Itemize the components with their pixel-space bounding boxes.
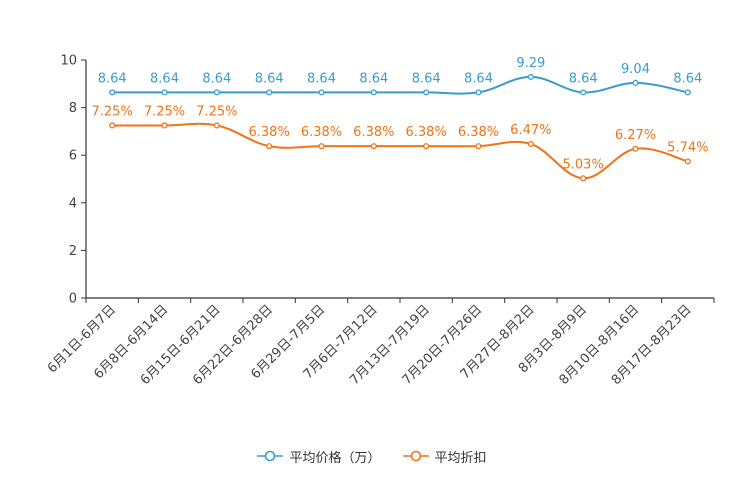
data-point	[266, 89, 273, 96]
data-label: 9.04	[621, 62, 650, 77]
data-label: 8.64	[98, 71, 127, 86]
y-tick-label: 0	[69, 292, 77, 307]
y-tick-label: 2	[69, 244, 77, 259]
data-label: 9.29	[516, 56, 545, 71]
data-point	[475, 143, 482, 150]
data-point	[580, 89, 587, 96]
data-label: 6.38%	[406, 125, 447, 140]
legend-line-circle-icon	[402, 450, 429, 462]
data-point	[161, 122, 168, 129]
data-label: 8.64	[359, 71, 388, 86]
data-label: 6.38%	[458, 125, 499, 140]
data-label: 8.64	[673, 71, 702, 86]
data-point	[580, 175, 587, 182]
data-label: 5.03%	[563, 157, 604, 172]
data-label: 6.47%	[510, 123, 551, 138]
data-label: 5.74%	[667, 140, 708, 155]
y-tick-label: 6	[69, 149, 77, 164]
data-point	[632, 145, 639, 152]
data-label: 8.64	[569, 71, 598, 86]
y-tick-label: 8	[69, 101, 77, 116]
legend-label-price: 平均价格（万）	[289, 450, 381, 466]
data-label: 8.64	[412, 71, 441, 86]
data-label: 7.25%	[196, 104, 237, 119]
data-point	[266, 143, 273, 150]
data-point	[632, 79, 639, 86]
legend-item-discount[interactable]: 平均折扣	[402, 446, 487, 466]
y-tick-label: 10	[60, 54, 77, 69]
data-point	[527, 140, 534, 148]
data-point	[423, 89, 430, 96]
data-point	[109, 89, 116, 96]
data-label: 8.64	[150, 71, 179, 86]
line-chart: 02468106月1日-6月7日6月8日-6月14日6月15日-6月21日6月2…	[45, 54, 715, 388]
data-label: 6.38%	[249, 125, 290, 140]
legend: 平均价格（万） 平均折扣	[0, 446, 744, 466]
data-label: 8.64	[307, 71, 336, 86]
data-point	[161, 89, 168, 96]
data-label: 7.25%	[92, 104, 133, 119]
data-point	[684, 89, 691, 96]
data-point	[423, 143, 430, 150]
data-point	[475, 89, 482, 96]
data-label: 8.64	[464, 71, 493, 86]
data-label: 8.64	[202, 71, 231, 86]
series-line-price	[112, 75, 689, 95]
data-label: 6.38%	[301, 125, 342, 140]
data-point	[370, 89, 377, 96]
legend-label-discount: 平均折扣	[434, 450, 487, 466]
data-point	[684, 158, 691, 165]
legend-item-price[interactable]: 平均价格（万）	[257, 446, 381, 466]
data-point	[109, 122, 116, 129]
data-point	[213, 89, 220, 96]
data-point	[370, 143, 377, 150]
data-point	[213, 122, 220, 129]
y-tick-label: 4	[69, 196, 77, 211]
data-label: 6.38%	[353, 125, 394, 140]
legend-line-circle-icon	[257, 450, 284, 462]
data-label: 8.64	[255, 71, 284, 86]
data-point	[318, 143, 325, 150]
data-label: 7.25%	[144, 104, 185, 119]
data-point	[527, 73, 534, 80]
data-label: 6.27%	[615, 128, 656, 143]
data-point	[318, 89, 325, 96]
